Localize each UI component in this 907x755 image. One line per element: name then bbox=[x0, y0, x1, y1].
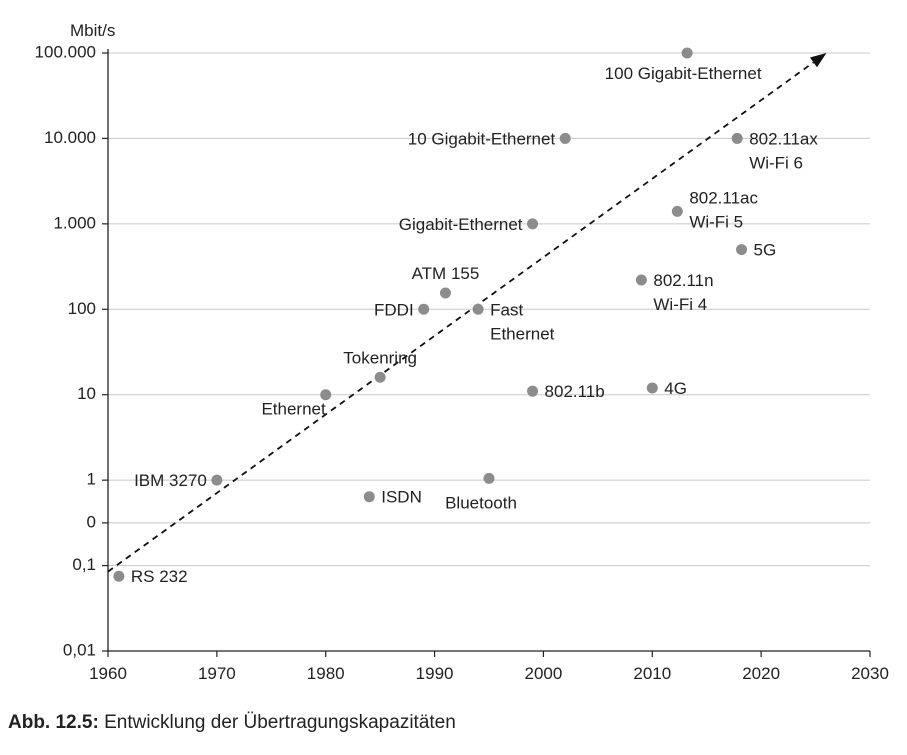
point-label-line: 5G bbox=[754, 241, 777, 260]
data-point bbox=[527, 218, 539, 230]
data-point bbox=[681, 47, 693, 59]
data-point bbox=[374, 371, 386, 383]
trend-arrow-line bbox=[107, 61, 815, 573]
point-label: Ethernet bbox=[261, 400, 326, 419]
point-label: Bluetooth bbox=[445, 493, 517, 512]
y-tick-label: 10.000 bbox=[44, 128, 96, 147]
point-label-line: Fast bbox=[490, 300, 523, 319]
point-label: 5G bbox=[754, 241, 777, 260]
point-label-line: Ethernet bbox=[490, 324, 555, 343]
point-label-line: Tokenring bbox=[343, 348, 417, 367]
point-label: Gigabit-Ethernet bbox=[399, 215, 523, 234]
point-label-line: IBM 3270 bbox=[134, 471, 207, 490]
point-label-line: 802.11b bbox=[545, 382, 605, 401]
data-points bbox=[113, 47, 748, 582]
point-label-line: ISDN bbox=[381, 488, 422, 507]
data-point bbox=[211, 474, 223, 486]
point-label-line: FDDI bbox=[374, 300, 414, 319]
chart-svg: 0,01 0,1 0 1 10 100 1.000 10.000 100.000 1960 1970… bbox=[35, 21, 889, 683]
data-point bbox=[736, 244, 748, 256]
point-label: 100 Gigabit-Ethernet bbox=[605, 64, 762, 83]
point-label: RS 232 bbox=[131, 567, 188, 586]
data-point bbox=[483, 472, 495, 484]
y-axis-label: Mbit/s bbox=[70, 21, 115, 40]
point-label: IBM 3270 bbox=[134, 471, 207, 490]
point-label-line: Wi-Fi 4 bbox=[653, 295, 707, 314]
x-tick-label: 2010 bbox=[633, 664, 671, 683]
x-tick-label: 1970 bbox=[198, 664, 236, 683]
axes: 0,01 0,1 0 1 10 100 1.000 10.000 100.000 1960 1970… bbox=[35, 21, 889, 683]
trend-arrow-head bbox=[809, 53, 827, 68]
point-label-line: ATM 155 bbox=[412, 264, 480, 283]
data-point bbox=[646, 382, 658, 394]
x-tick-label: 2000 bbox=[525, 664, 563, 683]
figure-caption: Abb. 12.5: Entwicklung der Übertragungsk… bbox=[8, 712, 456, 734]
x-tick-label: 1980 bbox=[307, 664, 345, 683]
data-point bbox=[671, 205, 683, 217]
point-label-line: 4G bbox=[664, 379, 687, 398]
point-label-line: Gigabit-Ethernet bbox=[399, 215, 523, 234]
y-tick-label: 100 bbox=[68, 299, 96, 318]
point-label: 802.11n Wi-Fi 4 bbox=[653, 271, 713, 314]
y-tick-label: 0 bbox=[87, 512, 96, 531]
point-labels: RS 232 IBM 3270 Ethernet Tokenring ISDN FDDI A… bbox=[131, 64, 818, 586]
data-point bbox=[439, 287, 451, 299]
data-point bbox=[418, 303, 430, 315]
point-label-line: Ethernet bbox=[261, 400, 326, 419]
data-point bbox=[731, 132, 743, 144]
point-label: 802.11b bbox=[545, 382, 605, 401]
x-tick-label: 2030 bbox=[851, 664, 889, 683]
point-label: 802.11ax Wi-Fi 6 bbox=[749, 129, 818, 172]
data-point bbox=[320, 389, 332, 401]
data-point bbox=[472, 303, 484, 315]
point-label-line: Wi-Fi 6 bbox=[749, 153, 803, 172]
point-label-line: Bluetooth bbox=[445, 493, 517, 512]
data-point bbox=[113, 570, 125, 582]
data-point bbox=[363, 491, 375, 503]
point-label: Fast Ethernet bbox=[490, 300, 555, 343]
y-tick-label: 0,1 bbox=[72, 555, 96, 574]
y-tick-label: 1.000 bbox=[53, 213, 96, 232]
point-label: 4G bbox=[664, 379, 687, 398]
point-label-line: Wi-Fi 5 bbox=[689, 212, 743, 231]
point-label: 802.11ac Wi-Fi 5 bbox=[689, 188, 758, 231]
y-tick-label: 1 bbox=[87, 470, 96, 489]
data-point bbox=[635, 274, 647, 286]
x-tick-label: 1990 bbox=[416, 664, 454, 683]
point-label-line: RS 232 bbox=[131, 567, 188, 586]
x-tick-label: 1960 bbox=[89, 664, 127, 683]
point-label: FDDI bbox=[374, 300, 414, 319]
trend-arrow-group bbox=[107, 53, 827, 573]
y-tick-label: 100.000 bbox=[35, 42, 96, 61]
point-label-line: 100 Gigabit-Ethernet bbox=[605, 64, 762, 83]
point-label-line: 802.11ax bbox=[749, 129, 818, 148]
point-label-line: 802.11ac bbox=[689, 188, 758, 207]
x-tick-label: 2020 bbox=[742, 664, 780, 683]
point-label: Tokenring bbox=[343, 348, 417, 367]
point-label-line: 10 Gigabit-Ethernet bbox=[408, 129, 556, 148]
point-label: ATM 155 bbox=[412, 264, 480, 283]
y-tick-label: 10 bbox=[77, 384, 96, 403]
data-point bbox=[527, 385, 539, 397]
point-label-line: 802.11n bbox=[653, 271, 713, 290]
data-point bbox=[559, 132, 571, 144]
point-label: ISDN bbox=[381, 488, 422, 507]
caption-text: Entwicklung der Übertragungskapazitäten bbox=[104, 712, 456, 733]
point-label: 10 Gigabit-Ethernet bbox=[408, 129, 556, 148]
caption-label: Abb. 12.5: bbox=[8, 712, 99, 733]
y-tick-label: 0,01 bbox=[63, 640, 96, 659]
